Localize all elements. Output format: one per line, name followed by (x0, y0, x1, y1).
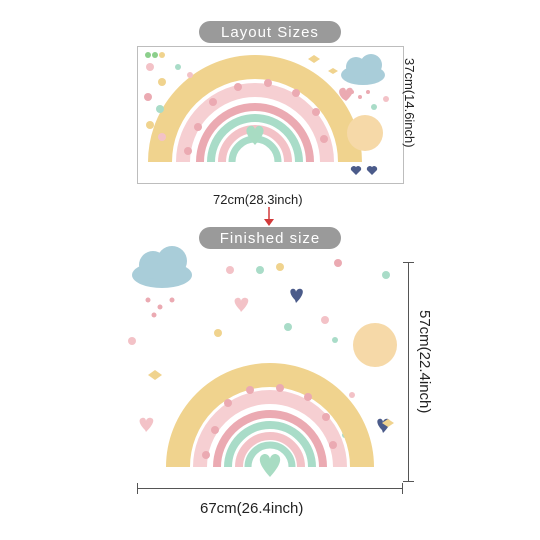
dot-icon (144, 63, 389, 141)
flower-dots (184, 79, 328, 155)
rainbow-arc-rose (196, 103, 314, 163)
heart-icon (259, 453, 281, 477)
finished-width-tick-left (137, 483, 138, 494)
finished-width-label: 67cm(26.4inch) (200, 500, 304, 517)
finished-width-tick-right (402, 483, 403, 494)
rainbow-arc-mint (207, 114, 303, 163)
navy-heart-icon (290, 288, 303, 303)
rainbow-arc-mint (224, 421, 316, 468)
layout-height-label: 37cm(14.6inch) (402, 58, 417, 148)
layout-sheet-art (144, 52, 389, 175)
sun-icon (347, 115, 383, 151)
green-dots-icon (145, 52, 165, 58)
rainbow-icon (166, 363, 374, 468)
layout-width-label: 72cm(28.3inch) (213, 192, 303, 207)
cloud-icon (132, 246, 192, 288)
rainbow-arc-flowers (193, 390, 347, 468)
heart-icon (234, 297, 249, 312)
flower-dots (202, 384, 337, 459)
finished-height-rule (408, 262, 409, 482)
layout-sizes-title: Layout Sizes (199, 21, 341, 43)
heart-icon (339, 87, 353, 101)
rainbow-arc-flowers (176, 83, 334, 163)
cloud-icon (341, 54, 385, 85)
navy-heart-icon (350, 166, 378, 175)
heart-icon (139, 417, 154, 432)
heart-icon (246, 125, 264, 145)
finished-height-label: 57cm(22.4inch) (416, 310, 433, 414)
butterfly-icon (308, 55, 338, 74)
dot-icon (128, 259, 390, 438)
finished-scene-art (128, 246, 397, 477)
finished-scene (120, 245, 400, 490)
rainbow-arc-yellow (166, 363, 374, 468)
rain-drops-icon (145, 297, 175, 318)
finished-height-tick-bottom (403, 481, 414, 482)
arrow-down-icon (264, 207, 274, 226)
rainbow-arc-inner (244, 441, 296, 468)
finished-height-tick-top (403, 262, 414, 263)
rain-drops-icon (350, 90, 370, 99)
rainbow-arc-rose (213, 410, 327, 468)
butterfly-icon (148, 370, 394, 427)
sun-icon (353, 323, 397, 367)
finished-width-rule (137, 488, 403, 489)
rainbow-arc-yellow (148, 55, 362, 163)
layout-sheet (137, 46, 404, 184)
rainbow-arc-pink (235, 432, 305, 468)
finished-size-title: Finished size (199, 227, 341, 249)
rainbow-arc-pink (218, 125, 292, 163)
